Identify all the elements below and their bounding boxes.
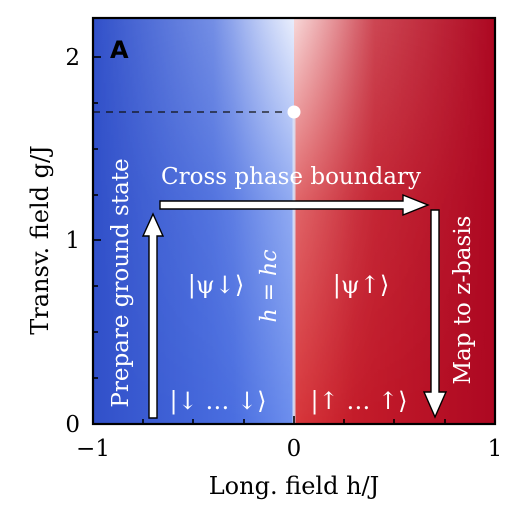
basis-up-label: |↑ … ↑⟩ <box>311 387 408 416</box>
boundary-label: h = hc <box>257 249 282 322</box>
axis-ticks <box>92 56 496 425</box>
cross-boundary-arrow <box>159 193 430 217</box>
map-arrow <box>422 209 448 419</box>
prepare-ground-state-label: Prepare ground state <box>108 158 134 407</box>
critical-point-marker <box>287 105 301 119</box>
cross-boundary-label: Cross phase boundary <box>161 164 421 190</box>
phase-regions <box>93 18 495 424</box>
prepare-arrow <box>141 212 165 419</box>
y-tick-label: 2 <box>65 45 80 71</box>
y-tick-label: 1 <box>65 228 80 254</box>
protocol-arrows <box>141 193 448 419</box>
x-tick-label: 1 <box>488 436 503 462</box>
panel-label: A <box>110 36 129 64</box>
state-up-label: |ψ↑⟩ <box>333 271 389 300</box>
x-tick-label: 0 <box>287 436 302 462</box>
state-down-label: |ψ↓⟩ <box>188 271 244 300</box>
y-tick-label: 0 <box>65 412 80 438</box>
x-tick-label: −1 <box>76 436 110 462</box>
map-to-z-basis-label: Map to z-basis <box>450 216 476 385</box>
basis-down-label: |↓ … ↓⟩ <box>170 387 267 416</box>
x-axis-label: Long. field h/J <box>209 472 380 500</box>
y-axis-label: Transv. field g/J <box>26 145 54 334</box>
